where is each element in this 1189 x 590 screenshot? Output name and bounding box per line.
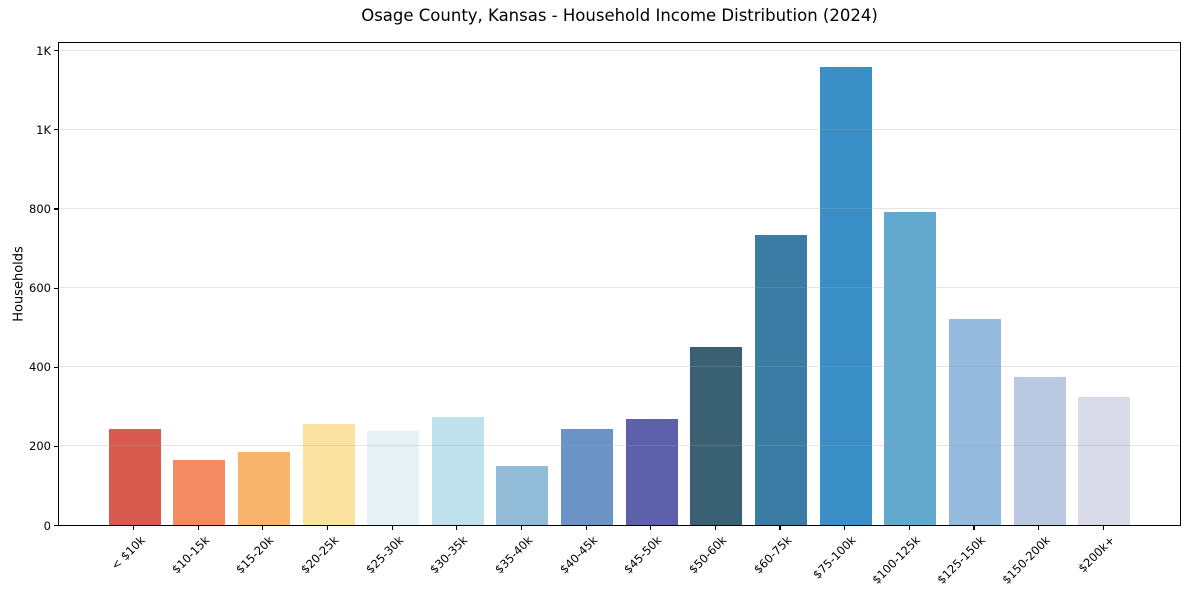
y-tick-label: 800 <box>29 202 51 216</box>
x-tick-label: $45-50k <box>621 532 665 576</box>
bar-45-50k <box>625 419 678 525</box>
bar-75-100k <box>819 67 872 525</box>
x-tick-mark <box>844 525 846 530</box>
x-tick-label: $30-35k <box>427 532 471 576</box>
x-tick-mark <box>714 525 716 530</box>
x-tick-label: $40-45k <box>556 532 601 576</box>
x-tick-mark <box>1038 525 1040 530</box>
y-tick-mark <box>53 50 58 52</box>
bar-200k+ <box>1078 397 1131 525</box>
x-tick-label: $150-200k <box>998 532 1053 587</box>
bar-60-75k <box>755 234 807 525</box>
grid-line <box>59 49 1180 51</box>
y-tick-mark <box>53 208 58 210</box>
grid-line <box>59 208 1180 209</box>
x-tick-label: $25-30k <box>362 532 407 576</box>
y-tick-mark <box>53 287 58 289</box>
y-tick-mark <box>53 445 58 447</box>
x-tick-mark <box>908 525 910 530</box>
x-tick-label: $200k+ <box>1074 532 1118 575</box>
x-tick-label: $125-150k <box>934 532 988 587</box>
x-tick-mark <box>585 525 587 530</box>
x-tick-label: $75-100k <box>810 532 859 582</box>
x-tick-mark <box>132 525 135 530</box>
y-tick-label: 200 <box>29 439 51 454</box>
bar-15-20k <box>237 451 290 525</box>
x-tick-mark <box>520 525 522 530</box>
x-tick-mark <box>973 525 975 530</box>
bar-10-15k <box>173 460 226 525</box>
bar-30-35k <box>431 417 484 525</box>
x-tick-mark <box>779 525 781 530</box>
x-tick-mark <box>197 525 199 530</box>
bar-10k <box>108 428 161 525</box>
x-tick-mark <box>1102 525 1104 530</box>
chart-title: Osage County, Kansas - Household Income … <box>361 6 878 25</box>
y-tick-label: 600 <box>29 281 51 296</box>
bar-25-30k <box>367 431 420 525</box>
x-tick-label: $20-25k <box>297 532 342 576</box>
y-tick-label: 400 <box>29 360 51 375</box>
bar-35-40k <box>496 465 549 525</box>
grid-line <box>59 287 1180 289</box>
y-tick-mark <box>53 366 58 368</box>
bar-40-45k <box>561 429 614 525</box>
x-tick-mark <box>262 525 264 530</box>
bar-150-200k <box>1013 376 1066 525</box>
x-tick-label: $10-15k <box>168 532 213 576</box>
bar-100-125k <box>884 211 937 525</box>
grid-line <box>59 128 1180 130</box>
x-tick-label: < $10k <box>107 532 148 573</box>
bar-20-25k <box>302 424 355 525</box>
grid-line <box>59 445 1180 447</box>
x-tick-label: $60-75k <box>750 532 794 576</box>
x-tick-label: $50-60k <box>685 532 730 576</box>
x-tick-label: $15-20k <box>233 532 277 576</box>
plot-area <box>58 42 1181 526</box>
grid-line <box>59 366 1180 368</box>
y-tick-label: 1K <box>36 122 51 137</box>
x-tick-mark <box>456 525 458 530</box>
bar-50-60k <box>690 346 743 525</box>
x-tick-mark <box>650 525 652 530</box>
bar-125-150k <box>949 318 1001 525</box>
x-tick-label: $35-40k <box>491 532 536 576</box>
x-tick-mark <box>391 525 393 530</box>
y-tick-label: 0 <box>43 518 51 533</box>
x-tick-mark <box>326 525 329 530</box>
x-tick-label: $100-125k <box>869 532 924 587</box>
y-tick-mark <box>53 129 58 131</box>
y-tick-label: 1K <box>36 43 51 58</box>
y-tick-mark <box>53 524 58 527</box>
